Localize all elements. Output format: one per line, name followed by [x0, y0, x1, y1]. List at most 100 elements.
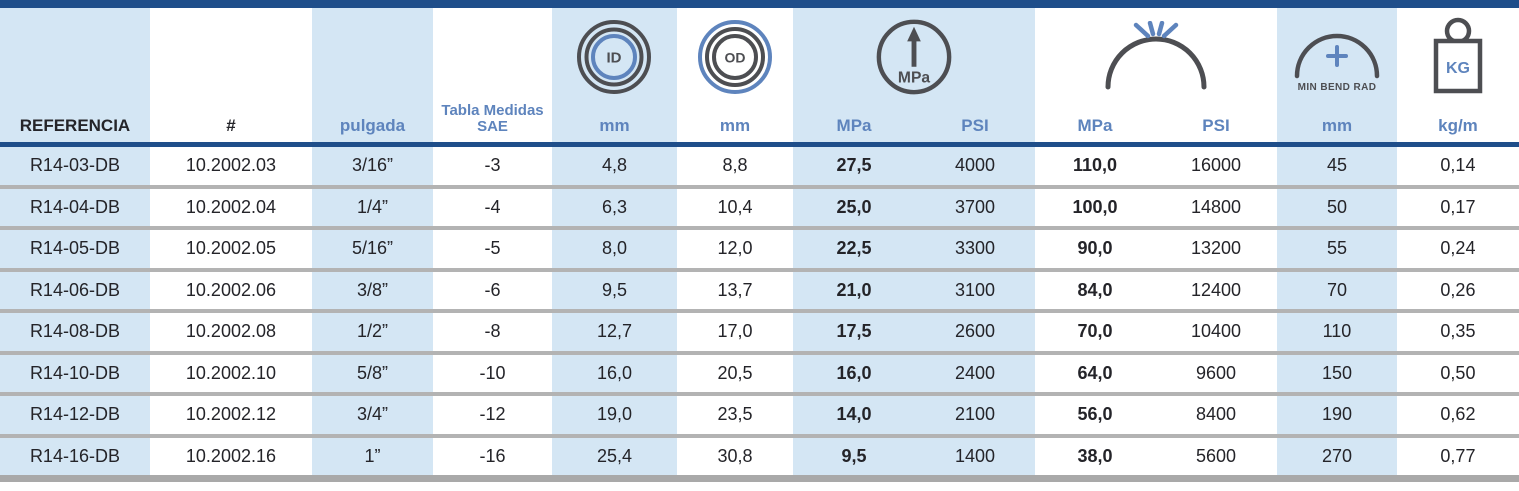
part-number-cell: 10.2002.10: [149, 354, 312, 392]
header-divider: [0, 142, 1519, 147]
working-pressure-psi-cell: 3300: [915, 230, 1035, 268]
burst-pressure-mpa-cell: 90,0: [1035, 230, 1155, 268]
sae-cell: -16: [433, 437, 552, 475]
weight-kg-m-cell: 0,35: [1396, 313, 1519, 351]
col-label-bp-psi: PSI: [1202, 115, 1230, 135]
working-pressure-mpa-cell: 22,5: [793, 230, 915, 268]
table-row: R14-06-DB 10.2002.06 3/8” -6 9,5 13,7 21,0 3100…: [0, 271, 1519, 313]
col-label-bp-mpa: MPa: [1077, 115, 1113, 135]
table-row: R14-04-DB 10.2002.04 1/4” -4 6,3 10,4 25,0 3700…: [0, 188, 1519, 230]
id-mm-cell: 25,4: [551, 437, 677, 475]
part-number-cell: 10.2002.16: [149, 437, 312, 475]
referencia-cell: R14-04-DB: [0, 188, 150, 226]
table-row: R14-10-DB 10.2002.10 5/8” -10 16,0 20,5 16,0 24…: [0, 354, 1519, 396]
working-pressure-psi-cell: 3100: [915, 271, 1035, 309]
od-mm-cell: 8,8: [676, 147, 794, 185]
id-mm-cell: 12,7: [551, 313, 677, 351]
burst-pressure-mpa-cell: 64,0: [1035, 354, 1155, 392]
working-pressure-psi-cell: 4000: [915, 147, 1035, 185]
column-bg-part-number: [149, 8, 312, 142]
min-bend-radius-mm-cell: 110: [1276, 313, 1397, 351]
burst-pressure-psi-cell: 9600: [1155, 354, 1277, 392]
part-number-cell: 10.2002.05: [149, 230, 312, 268]
referencia-cell: R14-06-DB: [0, 271, 150, 309]
sae-cell: -8: [433, 313, 552, 351]
working-pressure-psi-cell: 3700: [915, 188, 1035, 226]
burst-pressure-psi-cell: 14800: [1155, 188, 1277, 226]
pulgada-cell: 1”: [311, 437, 434, 475]
min-bend-radius-mm-cell: 50: [1276, 188, 1397, 226]
od-mm-cell: 17,0: [676, 313, 794, 351]
column-bg-referencia: [0, 8, 150, 142]
od-mm-cell: 10,4: [676, 188, 794, 226]
burst-pressure-psi-cell: 16000: [1155, 147, 1277, 185]
referencia-cell: R14-10-DB: [0, 354, 150, 392]
burst-pressure-psi-cell: 10400: [1155, 313, 1277, 351]
pulgada-cell: 5/8”: [311, 354, 434, 392]
min-bend-radius-icon: MIN BEND RAD: [1277, 8, 1397, 106]
id-mm-cell: 16,0: [551, 354, 677, 392]
min-bend-radius-mm-cell: 150: [1276, 354, 1397, 392]
table-row: R14-05-DB 10.2002.05 5/16” -5 8,0 12,0 22,5 330…: [0, 230, 1519, 272]
burst-pressure-mpa-cell: 100,0: [1035, 188, 1155, 226]
min-bend-radius-mm-cell: 45: [1276, 147, 1397, 185]
column-bg-wp-mpa: [793, 8, 915, 142]
referencia-cell: R14-12-DB: [0, 396, 150, 434]
col-label-part-number: #: [226, 115, 236, 135]
column-bg-pulgada: [311, 8, 434, 142]
working-pressure-mpa-cell: 25,0: [793, 188, 915, 226]
id-mm-cell: 9,5: [551, 271, 677, 309]
burst-pressure-mpa-cell: 56,0: [1035, 396, 1155, 434]
bottom-border-bar: [0, 475, 1519, 482]
referencia-cell: R14-05-DB: [0, 230, 150, 268]
sae-cell: -6: [433, 271, 552, 309]
od-mm-cell: 12,0: [676, 230, 794, 268]
working-pressure-psi-cell: 2100: [915, 396, 1035, 434]
col-label-referencia: REFERENCIA: [19, 115, 131, 135]
svg-text:ID: ID: [607, 50, 622, 67]
id-mm-cell: 6,3: [551, 188, 677, 226]
pulgada-cell: 3/16”: [311, 147, 434, 185]
working-pressure-psi-cell: 1400: [915, 437, 1035, 475]
weight-icon: KG: [1397, 8, 1519, 106]
weight-kg-m-cell: 0,50: [1396, 354, 1519, 392]
working-pressure-psi-cell: 2600: [915, 313, 1035, 351]
sae-cell: -4: [433, 188, 552, 226]
pulgada-cell: 3/4”: [311, 396, 434, 434]
part-number-cell: 10.2002.04: [149, 188, 312, 226]
table-row: R14-12-DB 10.2002.12 3/4” -12 19,0 23,5 14,0 21…: [0, 396, 1519, 438]
burst-pressure-icon: [1035, 8, 1277, 106]
inner-diameter-icon: ID: [552, 8, 677, 106]
col-label-bend-mm: mm: [1321, 115, 1353, 135]
burst-pressure-mpa-cell: 70,0: [1035, 313, 1155, 351]
col-label-pulgada: pulgada: [339, 115, 406, 135]
part-number-cell: 10.2002.06: [149, 271, 312, 309]
column-bg-bp-mpa: [1035, 8, 1155, 142]
col-label-kg-m: kg/m: [1438, 115, 1478, 135]
pulgada-cell: 1/4”: [311, 188, 434, 226]
working-pressure-mpa-cell: 16,0: [793, 354, 915, 392]
working-pressure-mpa-cell: 14,0: [793, 396, 915, 434]
table-header: ID OD MPa: [0, 8, 1519, 142]
table-row: R14-08-DB 10.2002.08 1/2” -8 12,7 17,0 17,5 260…: [0, 313, 1519, 355]
od-mm-cell: 13,7: [676, 271, 794, 309]
sae-cell: -5: [433, 230, 552, 268]
working-pressure-mpa-cell: 9,5: [793, 437, 915, 475]
od-mm-cell: 30,8: [676, 437, 794, 475]
col-label-id-mm: mm: [599, 115, 630, 135]
weight-kg-m-cell: 0,62: [1396, 396, 1519, 434]
burst-pressure-psi-cell: 5600: [1155, 437, 1277, 475]
working-pressure-psi-cell: 2400: [915, 354, 1035, 392]
burst-pressure-psi-cell: 13200: [1155, 230, 1277, 268]
od-mm-cell: 20,5: [676, 354, 794, 392]
working-pressure-gauge-icon: MPa: [793, 8, 1035, 106]
min-bend-radius-mm-cell: 270: [1276, 437, 1397, 475]
burst-pressure-psi-cell: 8400: [1155, 396, 1277, 434]
svg-text:KG: KG: [1446, 60, 1470, 77]
part-number-cell: 10.2002.08: [149, 313, 312, 351]
sae-cell: -3: [433, 147, 552, 185]
part-number-cell: 10.2002.03: [149, 147, 312, 185]
svg-text:OD: OD: [725, 50, 746, 66]
weight-kg-m-cell: 0,14: [1396, 147, 1519, 185]
